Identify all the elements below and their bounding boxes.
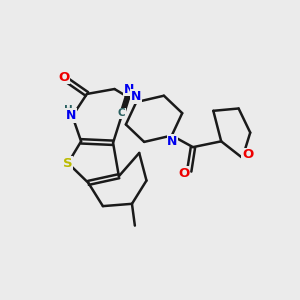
Text: N: N xyxy=(66,109,76,122)
Text: O: O xyxy=(242,148,253,161)
Text: N: N xyxy=(130,90,141,103)
Text: S: S xyxy=(63,157,73,169)
Text: H: H xyxy=(64,105,72,115)
Text: N: N xyxy=(124,82,134,95)
Text: O: O xyxy=(58,70,69,84)
Text: C: C xyxy=(117,108,125,118)
Text: N: N xyxy=(167,135,178,148)
Text: O: O xyxy=(178,167,190,180)
